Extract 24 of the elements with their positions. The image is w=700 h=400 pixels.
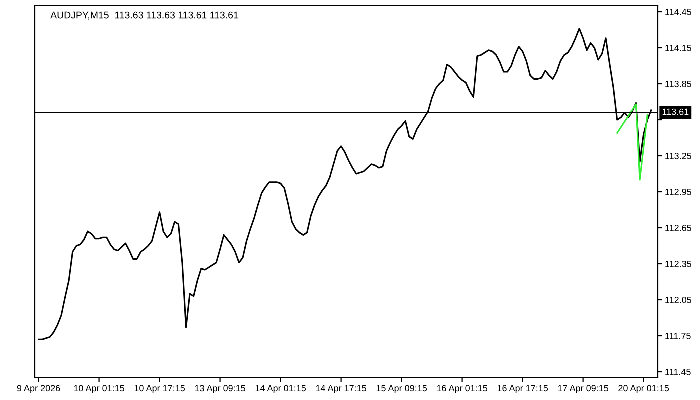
y-tick-label: 111.75 (666, 333, 691, 340)
ref-line-label: 113.61 (662, 108, 689, 116)
x-tick-label: 20 Apr 01:15 (618, 385, 670, 394)
x-tick-label: 15 Apr 09:15 (376, 385, 428, 394)
x-tick-label: 10 Apr 17:15 (134, 385, 186, 394)
x-tick-label: 9 Apr 2026 (17, 385, 60, 394)
x-tick-label: 10 Apr 01:15 (74, 385, 125, 394)
y-tick-label: 112.95 (666, 188, 692, 196)
y-tick-label: 114.15 (666, 45, 692, 52)
x-tick-label: 16 Apr 01:15 (437, 385, 488, 394)
y-tick-label: 111.45 (666, 369, 691, 376)
y-tick-label: 112.05 (666, 296, 692, 304)
text: AUDJPY,M15 113.63 113.63 113.61 113.61 (50, 12, 238, 20)
x-tick-label: 13 Apr 09:15 (195, 385, 246, 394)
x-tick-label: 14 Apr 17:15 (316, 385, 367, 394)
x-tick-label: 17 Apr 09:15 (558, 385, 609, 394)
x-tick-label: 14 Apr 01:15 (256, 385, 306, 394)
line-series (616, 104, 648, 181)
y-tick-label: 114.45 (666, 9, 692, 16)
y-tick-label: 113.85 (666, 80, 692, 88)
y-tick-label: 112.35 (666, 260, 692, 268)
x-tick-label: 16 Apr 17:15 (498, 385, 548, 394)
y-tick-label: 112.65 (666, 224, 692, 232)
y-tick-label: 113.25 (666, 152, 692, 160)
